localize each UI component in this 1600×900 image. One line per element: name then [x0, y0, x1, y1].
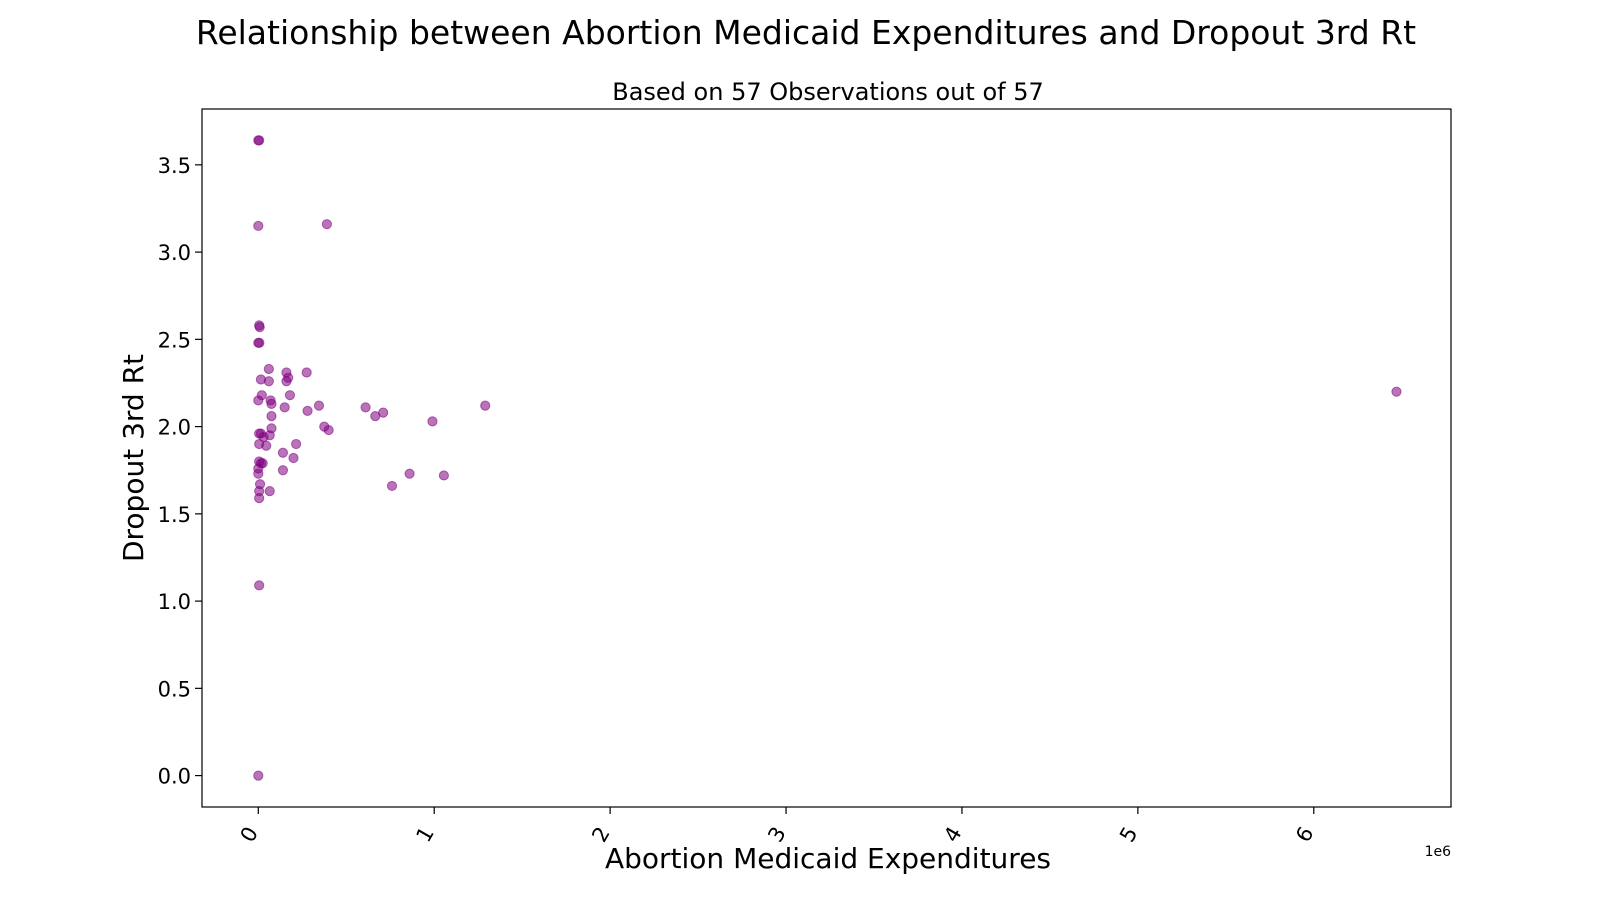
x-axis-offset-label: 1e6 [1425, 844, 1452, 860]
data-point [254, 337, 265, 348]
data-point [291, 438, 302, 450]
data-point [302, 405, 313, 416]
data-point [370, 411, 381, 422]
y-axis: 0.0 0.5 1.0 1.5 2.0 2.5 3.0 3.5 [158, 154, 202, 789]
data-point [254, 493, 265, 504]
data-points [253, 135, 1402, 781]
data-point [254, 135, 265, 146]
data-point [321, 219, 332, 230]
y-tick-label: 0.0 [158, 765, 191, 789]
chart-title: Relationship between Abortion Medicaid E… [196, 13, 1416, 52]
data-point [277, 447, 289, 458]
data-point [386, 480, 398, 492]
data-point [1391, 386, 1402, 397]
data-point [404, 468, 415, 479]
data-point [313, 400, 325, 411]
data-point [253, 395, 264, 406]
data-point [264, 486, 275, 497]
data-point [253, 770, 264, 781]
data-point [284, 390, 296, 401]
y-tick-label: 2.5 [158, 328, 191, 352]
y-tick-label: 3.0 [158, 241, 191, 265]
y-tick-label: 1.5 [158, 503, 191, 527]
y-tick-label: 2.0 [158, 416, 191, 440]
data-point [323, 424, 334, 436]
data-point [279, 402, 290, 413]
data-point [266, 398, 277, 410]
data-point [263, 376, 274, 387]
data-point [480, 400, 491, 411]
data-point [254, 580, 265, 591]
x-axis-label: Abortion Medicaid Expenditures [605, 842, 1051, 875]
data-point [438, 470, 449, 481]
data-point [266, 411, 277, 422]
data-point [427, 416, 438, 427]
data-point [277, 465, 289, 476]
data-point [360, 402, 371, 413]
data-point [283, 372, 294, 383]
y-tick-label: 1.0 [158, 590, 191, 614]
data-point [263, 363, 274, 375]
y-tick-label: 3.5 [158, 154, 191, 178]
data-point [261, 440, 272, 451]
data-point [288, 452, 299, 464]
data-point [301, 367, 312, 378]
plot-area-frame [201, 108, 1452, 808]
y-tick-label: 0.5 [158, 677, 191, 701]
y-axis-label: Dropout 3rd Rt [117, 354, 150, 562]
data-point [253, 220, 264, 232]
data-point [253, 468, 264, 479]
chart-subtitle: Based on 57 Observations out of 57 [612, 78, 1044, 106]
data-point [254, 322, 265, 333]
